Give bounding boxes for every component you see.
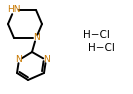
- Text: HN: HN: [7, 6, 21, 14]
- Text: N: N: [43, 55, 49, 64]
- Text: N: N: [33, 33, 39, 42]
- Text: H−Cl: H−Cl: [88, 43, 114, 53]
- Text: N: N: [16, 55, 22, 64]
- Text: H−Cl: H−Cl: [83, 30, 109, 40]
